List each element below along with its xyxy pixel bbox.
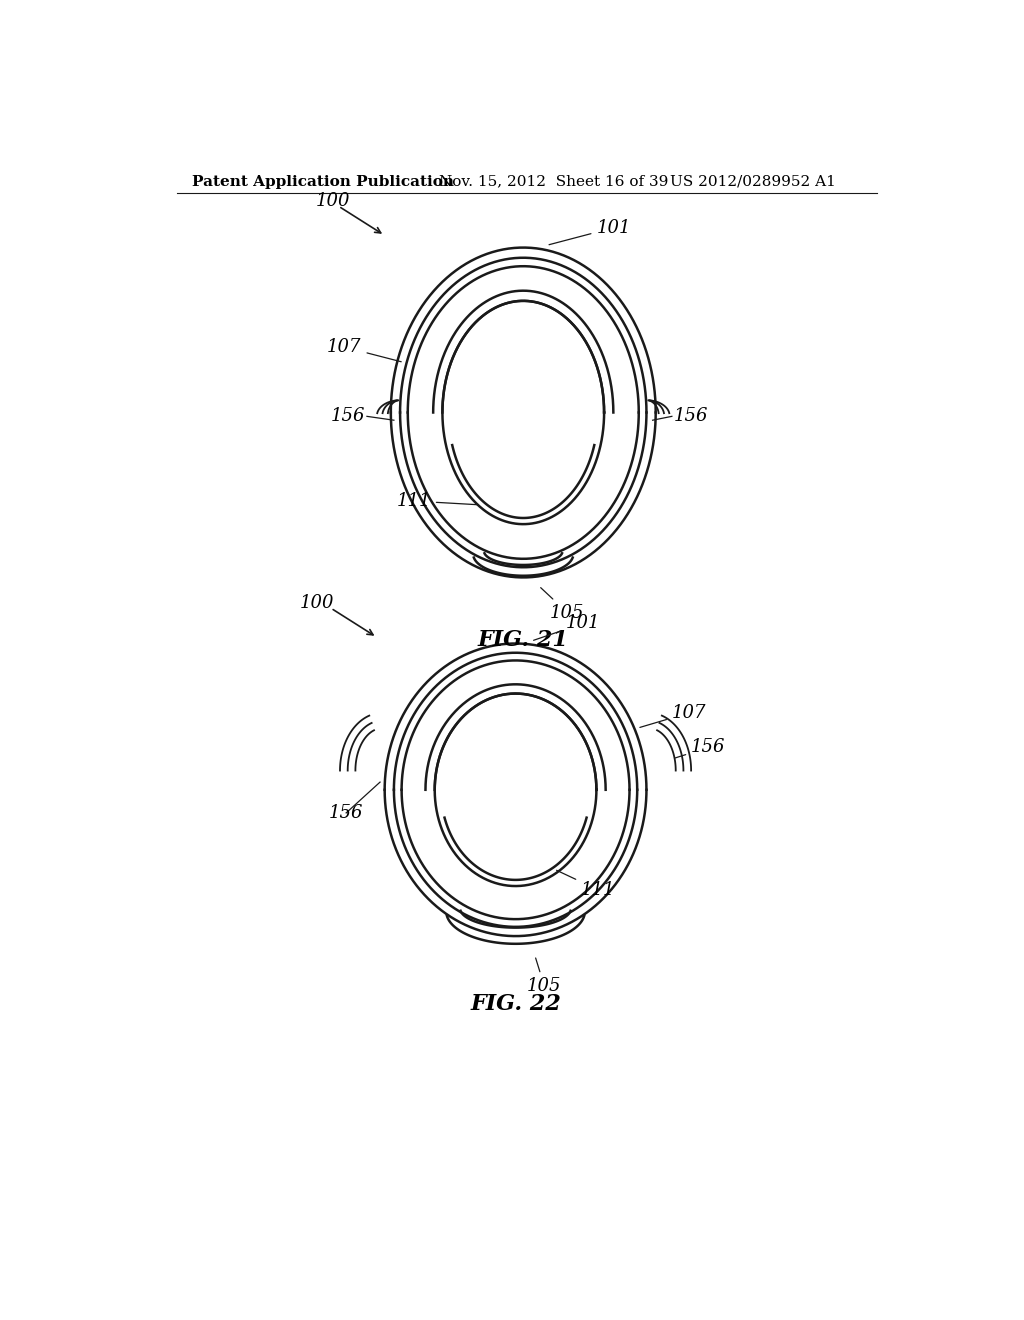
Text: 101: 101 xyxy=(549,219,631,244)
Text: FIG. 21: FIG. 21 xyxy=(478,628,568,651)
Text: 100: 100 xyxy=(300,594,335,611)
Text: 101: 101 xyxy=(534,615,600,640)
Text: 105: 105 xyxy=(541,587,585,622)
Text: 111: 111 xyxy=(557,870,615,899)
Text: Patent Application Publication: Patent Application Publication xyxy=(193,174,455,189)
Text: Nov. 15, 2012  Sheet 16 of 39: Nov. 15, 2012 Sheet 16 of 39 xyxy=(438,174,668,189)
Text: 156: 156 xyxy=(329,804,362,822)
Text: 100: 100 xyxy=(315,191,350,210)
Text: 107: 107 xyxy=(327,338,401,362)
Text: 156: 156 xyxy=(674,408,708,425)
Text: FIG. 22: FIG. 22 xyxy=(470,993,561,1015)
Text: 156: 156 xyxy=(675,738,726,758)
Text: 111: 111 xyxy=(396,492,478,510)
Text: US 2012/0289952 A1: US 2012/0289952 A1 xyxy=(670,174,836,189)
Text: 156: 156 xyxy=(331,408,366,425)
Text: 105: 105 xyxy=(527,958,561,995)
Text: 107: 107 xyxy=(640,704,707,727)
